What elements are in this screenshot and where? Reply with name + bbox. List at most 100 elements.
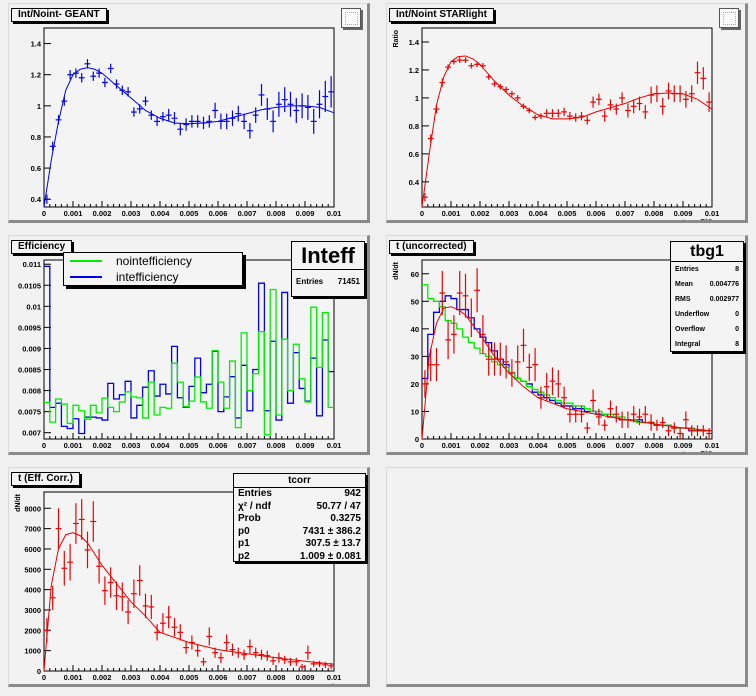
stats-key: p0 xyxy=(238,525,250,537)
data-point xyxy=(131,579,137,608)
data-point xyxy=(694,425,701,437)
data-point xyxy=(497,342,504,376)
x-tick-label: 0.008 xyxy=(267,441,286,450)
stats-key: RMS xyxy=(675,296,691,303)
x-tick-label: 0.003 xyxy=(500,209,519,218)
data-point xyxy=(642,405,649,423)
x-tick-label: 0.006 xyxy=(587,209,606,218)
y-tick-label: 0.4 xyxy=(31,195,42,204)
data-point xyxy=(549,367,556,395)
data-point xyxy=(67,70,73,80)
y-tick-label: 4000 xyxy=(24,586,41,595)
x-tick-label: 0.009 xyxy=(296,441,315,450)
data-point xyxy=(247,122,253,139)
stats-row: p2 1.009 ± 0.081 xyxy=(234,551,365,564)
legend-label: nointefficiency xyxy=(116,254,192,268)
data-point xyxy=(601,110,608,122)
data-point xyxy=(293,98,300,123)
x-tick-label: 0.002 xyxy=(93,209,112,218)
y-tick-label: 0.007 xyxy=(22,429,41,438)
stats-value: 0.004776 xyxy=(709,281,739,288)
y-tick-label: 5000 xyxy=(24,565,41,574)
pad-empty xyxy=(386,467,748,687)
y-tick-label: 1.4 xyxy=(409,38,420,47)
data-point xyxy=(165,605,172,629)
data-point xyxy=(706,427,712,439)
stats-row: Entries 8 xyxy=(671,262,743,277)
stats-value: 0.002977 xyxy=(709,296,739,303)
data-point xyxy=(578,405,585,423)
y-tick-label: 10 xyxy=(411,407,419,416)
data-point xyxy=(322,80,329,113)
data-point xyxy=(659,97,666,115)
data-point xyxy=(636,408,643,426)
pad-title: Int/Noint STARlight xyxy=(389,8,494,22)
legend-item-intefficiency: intefficiency xyxy=(64,269,242,285)
data-point xyxy=(613,103,620,115)
y-tick-label: 0.8 xyxy=(409,122,419,131)
stats-key: Underflow xyxy=(675,311,710,318)
data-point xyxy=(241,649,247,660)
stats-key: Prob xyxy=(238,513,261,524)
pad-efficiency: 0 0.001 0.002 0.003 0.004 0.005 0.006 0.007 0.00… xyxy=(8,235,370,455)
x-tick-label: 0.004 xyxy=(529,209,549,218)
data-point xyxy=(532,348,538,382)
data-point xyxy=(526,353,533,382)
data-point xyxy=(90,501,97,542)
data-point xyxy=(567,405,573,423)
x-tick-label: 0.006 xyxy=(587,441,606,450)
data-point xyxy=(200,657,207,666)
data-point xyxy=(206,627,213,646)
pad-t-uncorrected: 0 0.001 0.002 0.003 0.004 0.005 0.006 0.007 0.00… xyxy=(386,235,748,455)
stats-row: χ² / ndf 50.77 / 47 xyxy=(234,501,365,514)
data-point xyxy=(491,81,498,87)
x-tick-label: 0.002 xyxy=(93,441,112,450)
data-point xyxy=(305,645,311,660)
data-point xyxy=(683,411,689,428)
y-axis-label: dN/dt xyxy=(15,493,22,512)
x-tick-label: 0.003 xyxy=(500,441,519,450)
stats-box-inteff: Inteff Entries 71451 xyxy=(291,241,365,297)
x-tick-label: 0.008 xyxy=(267,209,286,218)
x-tick-label: 0.003 xyxy=(122,209,141,218)
stats-value: 71451 xyxy=(337,277,360,286)
data-point xyxy=(305,94,311,120)
stats-value: 307.5 ± 13.7 xyxy=(305,538,361,549)
data-point xyxy=(49,585,56,610)
data-point xyxy=(514,345,521,379)
data-point xyxy=(194,115,201,128)
y-tick-label: 0.011 xyxy=(23,260,41,269)
x-tick-label: 0.008 xyxy=(645,209,664,218)
y-tick-label: 1.4 xyxy=(31,40,42,49)
data-point xyxy=(607,99,614,111)
canvas-icon[interactable] xyxy=(719,8,739,28)
x-tick-label: 0.001 xyxy=(64,209,83,218)
data-point xyxy=(258,649,265,660)
stats-title: tcorr xyxy=(234,474,365,488)
data-point xyxy=(241,113,247,130)
data-point xyxy=(509,359,515,387)
data-point xyxy=(229,643,236,656)
data-point xyxy=(596,408,602,426)
data-point xyxy=(520,328,527,362)
canvas-icon[interactable] xyxy=(341,8,361,28)
x-tick-label: 0.005 xyxy=(558,441,577,450)
y-tick-label: 0.6 xyxy=(409,150,419,159)
y-tick-label: 0.01 xyxy=(26,302,41,311)
x-tick-label: 0.009 xyxy=(296,673,315,682)
y-tick-label: 0.0075 xyxy=(18,408,41,417)
data-point xyxy=(572,405,579,423)
stats-key: p2 xyxy=(238,550,250,562)
data-point xyxy=(223,634,230,651)
data-point xyxy=(509,90,515,97)
data-point xyxy=(61,550,68,586)
data-point xyxy=(131,107,137,117)
y-tick-label: 7000 xyxy=(24,525,41,534)
x-tick-label: 0.01 xyxy=(327,209,342,218)
stats-row: Mean 0.004776 xyxy=(671,277,743,292)
data-point xyxy=(688,425,695,437)
stats-row: p0 7431 ± 386.2 xyxy=(234,526,365,539)
legend-label: intefficiency xyxy=(116,270,179,284)
data-point xyxy=(584,116,591,125)
x-tick-label: 0.008 xyxy=(645,441,664,450)
